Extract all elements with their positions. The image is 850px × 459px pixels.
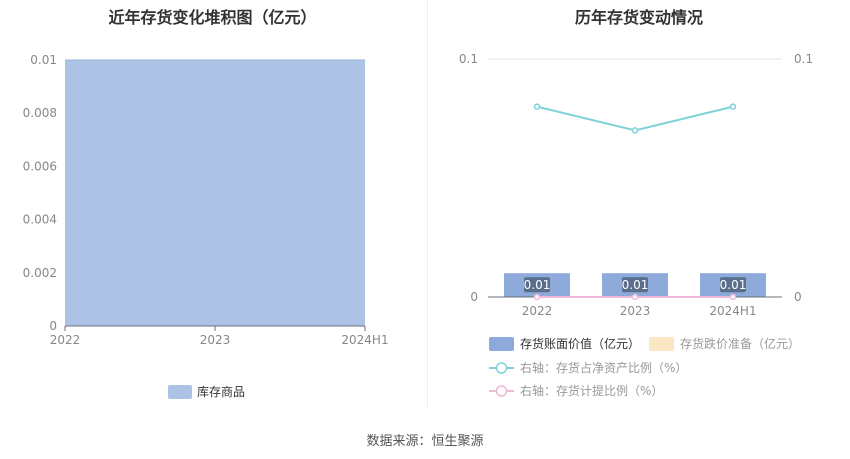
left-y-tick-label: 0.01 bbox=[30, 53, 57, 67]
right-x-tick-label: 2022 bbox=[522, 304, 553, 318]
panel-divider bbox=[427, 0, 428, 408]
line-point-1-2 bbox=[729, 293, 737, 301]
bar-data-label-bg bbox=[622, 277, 648, 293]
right-inventory-change-chart: 0 0.1 0 0.1 0.01 0.01 0.01 2022 2023 2024H1 存货账面价值… bbox=[459, 52, 813, 398]
left-y-tick-label: 0 bbox=[49, 319, 57, 333]
bar-data-label-bg bbox=[720, 277, 746, 293]
right-legend-label-0: 存货账面价值（亿元） bbox=[520, 336, 640, 351]
right-chart-title: 历年存货变动情况 bbox=[574, 8, 703, 27]
data-source: 数据来源：恒生聚源 bbox=[366, 434, 484, 449]
bar-data-label-bg bbox=[524, 277, 550, 293]
right-x-tick-label: 2024H1 bbox=[709, 304, 756, 318]
left-chart-title: 近年存货变化堆积图（亿元） bbox=[108, 8, 317, 27]
left-y-tick-label: 0.008 bbox=[23, 106, 57, 120]
line-point-1-1 bbox=[631, 293, 639, 301]
right-legend-swatch-1 bbox=[649, 337, 674, 351]
left-y-tick-label: 0.006 bbox=[23, 159, 57, 173]
right-legend-marker-3 bbox=[495, 385, 508, 397]
left-x-tick-label: 2022 bbox=[50, 333, 81, 347]
left-legend-label: 库存商品 bbox=[197, 384, 245, 399]
right-chart-right-y-tick-label: 0.1 bbox=[794, 52, 813, 66]
left-x-tick-label: 2023 bbox=[200, 333, 231, 347]
right-chart-left-y-tick-label: 0 bbox=[470, 290, 478, 304]
right-chart-right-y-tick-label: 0 bbox=[794, 290, 802, 304]
left-y-tick-label: 0.002 bbox=[23, 266, 57, 280]
line-series-0 bbox=[536, 105, 734, 132]
left-x-tick-label: 2024H1 bbox=[341, 333, 388, 347]
right-x-tick-label: 2023 bbox=[620, 304, 651, 318]
bar-data-label: 0.01 bbox=[720, 278, 747, 292]
right-legend-swatch-0 bbox=[489, 337, 514, 351]
left-y-tick-label: 0.004 bbox=[23, 213, 57, 227]
right-legend-label-2: 右轴：存货占净资产比例（%） bbox=[520, 360, 687, 375]
line-point-0-2 bbox=[729, 103, 737, 110]
line-point-0-1 bbox=[631, 127, 639, 134]
left-legend-swatch bbox=[168, 385, 192, 399]
area-series-0 bbox=[65, 60, 365, 326]
line-point-1-0 bbox=[533, 293, 541, 301]
right-chart-left-y-tick-label: 0.1 bbox=[459, 52, 478, 66]
bar-data-label: 0.01 bbox=[524, 278, 551, 292]
right-legend-marker-2 bbox=[495, 362, 508, 374]
line-point-0-0 bbox=[533, 103, 541, 110]
bar-data-label: 0.01 bbox=[622, 278, 649, 292]
right-legend-label-1: 存货跌价准备（亿元） bbox=[680, 336, 800, 351]
left-stacked-area-chart: 0 0.002 0.004 0.006 0.008 0.01 2022 2023 2024H1 库… bbox=[23, 53, 389, 399]
right-legend-label-3: 右轴：存货计提比例（%） bbox=[520, 383, 663, 398]
